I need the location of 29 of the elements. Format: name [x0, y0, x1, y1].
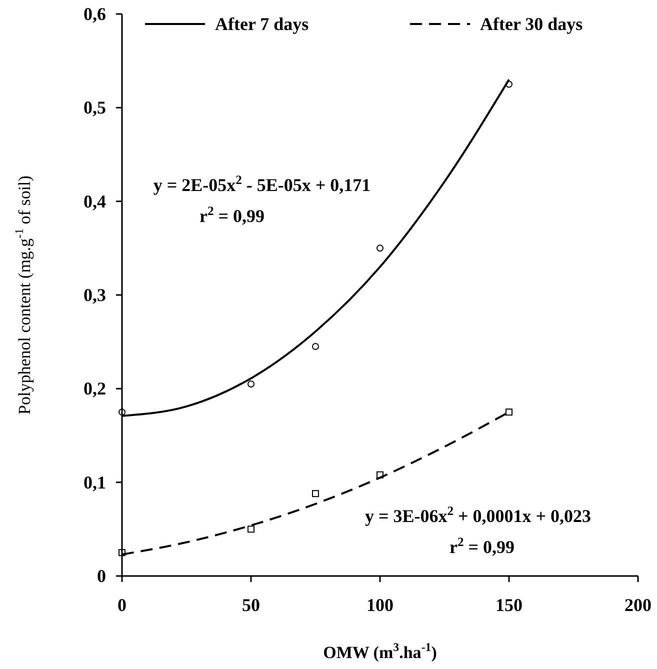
x-tick-label: 0 [118, 595, 126, 615]
point [312, 343, 319, 350]
y-tick-label: 0,3 [84, 285, 106, 305]
x-tick-label: 50 [242, 595, 260, 615]
point [248, 380, 254, 388]
point [118, 408, 126, 416]
annotation: r$^{2}$ = 0,99 [449, 535, 515, 557]
annotation: y = 2E-05x$^{2}$ - 5E-05x + 0,171 [153, 173, 371, 195]
point [376, 244, 384, 252]
legend-label: After 7 days [215, 14, 309, 34]
y-tick-label: 0 [97, 566, 106, 586]
y-tick-label: 0,2 [84, 378, 106, 399]
y-tick-label: 0,5 [84, 98, 106, 118]
y-tick-label: 0,4 [84, 191, 106, 212]
x-tick-label: 200 [624, 595, 652, 615]
x-tick-label: 150 [496, 595, 522, 615]
annotation: y = 3E-06x$^{2}$ + 0,0001x + 0,023 [364, 504, 592, 526]
annotation: r$^{2}$ = 0,99 [199, 204, 265, 226]
point [506, 80, 512, 88]
legend-label: After 30 days [480, 14, 583, 34]
point [376, 471, 384, 478]
point [312, 490, 319, 498]
x-axis-title: OMW (m$^{3}$.ha$^{-1}$) [323, 640, 437, 662]
x-tick-label: 100 [366, 595, 394, 615]
y-tick-label: 0,6 [84, 4, 106, 24]
point [506, 408, 512, 416]
point [118, 549, 126, 556]
point [248, 526, 254, 533]
y-tick-label: 0,1 [84, 472, 106, 492]
